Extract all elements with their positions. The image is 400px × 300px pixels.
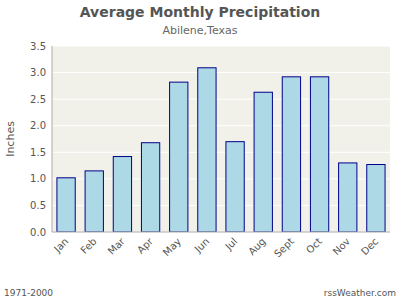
x-tick-label: Jul	[222, 236, 239, 253]
x-tick-label: Oct	[304, 236, 324, 256]
x-tick-label: Nov	[331, 236, 353, 258]
y-tick-label: 2.5	[30, 94, 46, 105]
y-axis-line	[52, 46, 53, 232]
grid-line	[52, 99, 390, 100]
x-tick-label: Feb	[78, 236, 98, 256]
plot-area	[52, 46, 390, 232]
x-tick-label: Jun	[192, 236, 212, 256]
subtitle: Abilene,Texas	[162, 24, 237, 37]
bar	[113, 157, 131, 232]
y-tick-label: 0.0	[30, 227, 46, 238]
bar	[85, 171, 103, 232]
bar	[57, 178, 75, 232]
y-tick-label: 3.0	[30, 67, 46, 78]
y-tick-label: 2.0	[30, 120, 46, 131]
bar	[339, 163, 357, 232]
x-tick-label: May	[161, 236, 183, 258]
y-tick-label: 0.5	[30, 200, 46, 211]
grid-line	[52, 46, 390, 47]
x-tick-label: Mar	[106, 235, 128, 257]
bars	[57, 68, 385, 232]
x-tick-label: Aug	[246, 236, 268, 258]
title: Average Monthly Precipitation	[80, 4, 320, 20]
grid-line	[52, 232, 390, 233]
y-tick-label: 1.0	[30, 173, 46, 184]
chart: 0.0 0.5 1.0 1.5 2.0 2.5 3.0 3.5 Jan Feb Mar AprMay J…	[0, 0, 400, 300]
bar	[170, 82, 188, 232]
y-tick-label: 3.5	[30, 41, 46, 52]
bar	[254, 92, 272, 232]
grid-line	[52, 152, 390, 153]
y-axis-label: Inches	[4, 121, 17, 157]
background	[0, 0, 400, 300]
x-tick-label: Dec	[359, 236, 380, 257]
x-axis-line	[52, 232, 390, 233]
x-tick-label: Jan	[51, 236, 70, 255]
bar	[226, 142, 244, 232]
x-tick-label: Apr	[135, 235, 156, 256]
bar	[282, 77, 300, 232]
bar	[198, 68, 216, 232]
grid-line	[52, 72, 390, 73]
bar	[141, 143, 159, 232]
footnote: 1971-2000	[4, 288, 53, 298]
bar	[367, 165, 385, 232]
y-tick-label: 1.5	[30, 147, 46, 158]
x-tick-label: Sept	[272, 236, 296, 260]
bar	[310, 77, 328, 232]
footnote: rssWeather.com	[324, 288, 396, 298]
grid-line	[52, 125, 390, 126]
